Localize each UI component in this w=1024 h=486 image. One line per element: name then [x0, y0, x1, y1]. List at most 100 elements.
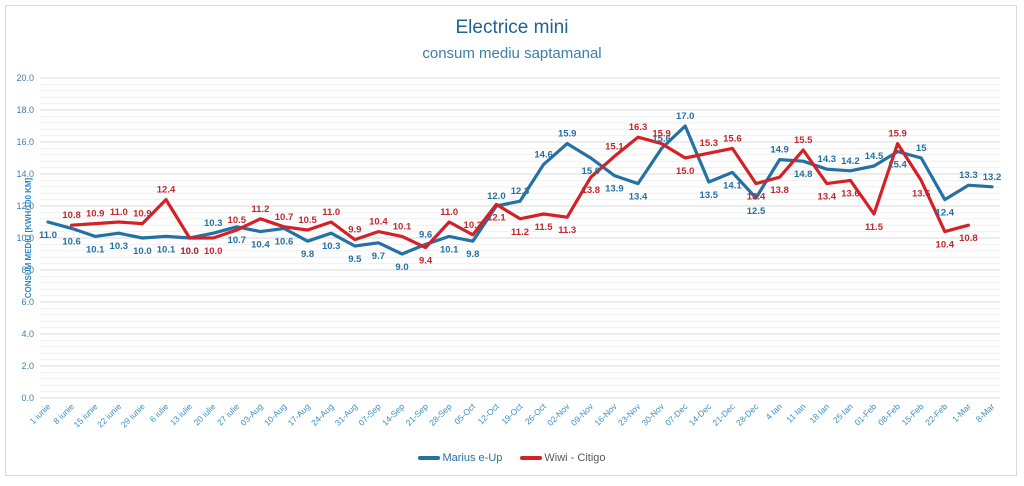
legend-swatch-marius: [418, 456, 441, 460]
data-label-wiwi: 10.0: [180, 246, 199, 257]
x-tick-label: 02-Nov: [545, 401, 572, 428]
y-tick-label: 6.0: [21, 297, 34, 307]
data-label-marius: 10.6: [62, 236, 81, 247]
data-label-marius: 12.4: [936, 208, 955, 219]
legend-label-wiwi: Wiwi - Citigo: [544, 452, 606, 464]
legend-swatch-wiwi: [520, 456, 543, 460]
data-label-marius: 13.3: [959, 170, 978, 181]
series-lines: [46, 124, 994, 256]
y-axis-label: CONSUM MEDIU [KWH/100 KM]: [24, 177, 33, 298]
data-label-wiwi: 10.9: [86, 209, 105, 220]
x-tick-label: 4 Ian: [764, 401, 785, 422]
x-tick-label: 14-Sep: [380, 401, 407, 428]
x-tick-label: 24-Aug: [309, 401, 336, 428]
x-tick-label: 28-Dec: [734, 401, 761, 428]
y-tick-label: 12.0: [16, 201, 34, 211]
data-label-marius: 13.2: [983, 172, 1002, 183]
x-tick-label: 16-Nov: [592, 401, 619, 428]
y-axis: 0.0 2.0 4.0 6.0 8.0 10.0 12.0 14.0 16.0 18.0 20.0: [16, 73, 34, 403]
data-label-wiwi: 12.1: [487, 212, 506, 223]
data-label-wiwi: 11.2: [511, 227, 529, 238]
x-tick-label: 13 iulie: [168, 401, 194, 427]
x-tick-label: 14-Dec: [687, 401, 714, 428]
x-tick-label: 09-Nov: [569, 401, 596, 428]
y-tick-label: 20.0: [16, 73, 34, 83]
x-tick-label: 31-Aug: [333, 401, 360, 428]
data-label-marius: 10.1: [440, 244, 459, 255]
data-label-wiwi: 15.9: [888, 129, 907, 140]
data-label-wiwi: 11.5: [865, 222, 884, 233]
x-tick-label: 26-Oct: [523, 401, 549, 427]
data-label-wiwi: 13.4: [747, 192, 766, 203]
x-tick-label: 19-Oct: [499, 401, 525, 427]
legend-item-wiwi[interactable]: Wiwi - Citigo: [520, 452, 606, 464]
data-label-wiwi: 15.1: [605, 141, 624, 152]
x-tick-label: 29 iunie: [119, 401, 147, 429]
y-tick-label: 4.0: [21, 329, 34, 339]
data-label-marius: 12.0: [487, 191, 506, 202]
data-label-wiwi: 10.0: [204, 246, 223, 257]
data-label-wiwi: 10.2: [464, 220, 483, 231]
x-tick-label: 15-Feb: [899, 401, 925, 427]
x-tick-label: 12-Oct: [476, 401, 502, 427]
y-tick-label: 16.0: [16, 137, 34, 147]
data-label-wiwi: 15.0: [676, 166, 695, 177]
data-label-marius: 17.0: [676, 111, 695, 122]
data-label-wiwi: 11.3: [558, 225, 576, 236]
data-label-marius: 10.0: [133, 246, 152, 257]
data-label-marius: 15.0: [582, 166, 601, 177]
legend-item-marius[interactable]: Marius e-Up: [418, 452, 502, 464]
data-label-marius: 15.9: [558, 129, 577, 140]
data-label-wiwi: 13.6: [841, 188, 860, 199]
data-label-marius: 14.2: [841, 156, 860, 167]
chart-title: Electrice mini: [455, 17, 569, 38]
data-label-marius: 9.5: [348, 254, 362, 265]
x-tick-label: 07-Sep: [356, 401, 383, 428]
data-label-marius: 12.5: [747, 206, 766, 217]
data-label-wiwi: 15.9: [652, 129, 671, 140]
data-label-marius: 9.8: [301, 249, 314, 260]
y-tick-label: 0.0: [21, 393, 34, 403]
x-tick-label: 01-Feb: [852, 401, 878, 427]
data-label-wiwi: 10.4: [936, 240, 955, 251]
data-label-marius: 9.7: [372, 251, 385, 262]
x-tick-label: 15 iunie: [71, 401, 99, 429]
data-label-marius: 12.3: [511, 186, 530, 197]
data-label-marius: 15: [916, 143, 927, 154]
data-label-marius: 14.1: [723, 180, 742, 191]
data-label-wiwi: 16.3: [629, 122, 648, 133]
data-label-wiwi: 11.0: [322, 207, 340, 218]
x-tick-label: 21-Sep: [404, 401, 431, 428]
data-label-wiwi: 10.4: [369, 217, 388, 228]
data-label-wiwi: 13.6: [912, 188, 931, 199]
x-tick-label: 07-Dec: [663, 401, 690, 428]
data-label-wiwi: 10.5: [298, 215, 317, 226]
x-tick-label: 22-Feb: [923, 401, 949, 427]
data-label-wiwi: 10.5: [228, 215, 247, 226]
data-label-marius: 10.4: [251, 240, 270, 251]
data-label-marius: 10.3: [204, 218, 223, 229]
data-label-wiwi: 10.8: [62, 210, 81, 221]
data-label-wiwi: 10.7: [275, 212, 294, 223]
series-line-wiwi: [70, 135, 970, 250]
data-label-wiwi: 9.9: [348, 225, 361, 236]
data-label-wiwi: 11.0: [110, 207, 128, 218]
data-label-marius: 14.9: [770, 145, 789, 156]
data-label-marius: 9.8: [466, 249, 479, 260]
x-tick-label: 23-Nov: [616, 401, 643, 428]
y-tick-label: 14.0: [16, 169, 34, 179]
data-label-wiwi: 15.6: [723, 133, 742, 144]
x-tick-label: 28-Sep: [427, 401, 454, 428]
y-tick-label: 2.0: [21, 361, 34, 371]
data-label-marius: 15.4: [888, 160, 907, 171]
x-tick-label: 10-Aug: [262, 401, 289, 428]
data-label-wiwi: 11.0: [440, 207, 458, 218]
data-label-wiwi: 15.5: [794, 135, 813, 146]
data-label-marius: 10.3: [110, 241, 129, 252]
x-tick-label: 1 iunie: [28, 401, 53, 426]
y-tick-label: 10.0: [16, 233, 34, 243]
data-label-marius: 9.6: [419, 229, 432, 240]
chart-subtitle: consum mediu saptamanal: [422, 45, 602, 62]
